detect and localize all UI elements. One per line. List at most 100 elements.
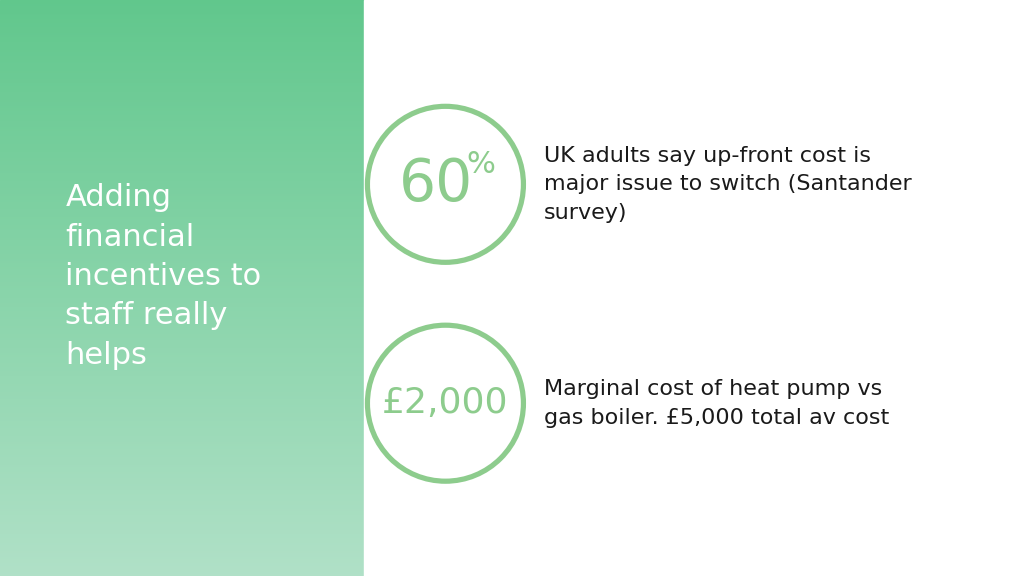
Bar xyxy=(0,295,364,298)
Bar xyxy=(0,502,364,505)
Bar xyxy=(0,364,364,367)
Bar xyxy=(0,217,364,219)
Bar xyxy=(0,5,364,7)
Bar xyxy=(0,318,364,321)
Bar xyxy=(0,393,364,396)
Bar xyxy=(0,38,364,40)
Bar xyxy=(0,184,364,186)
Bar xyxy=(0,168,364,171)
Bar xyxy=(0,259,364,261)
Bar xyxy=(0,55,364,58)
Bar xyxy=(0,11,364,13)
Bar xyxy=(0,537,364,540)
Text: Adding
financial
incentives to
staff really
helps: Adding financial incentives to staff rea… xyxy=(66,183,261,370)
Bar xyxy=(0,174,364,177)
Bar xyxy=(0,247,364,249)
Bar xyxy=(0,389,364,392)
Bar xyxy=(0,385,364,388)
Bar xyxy=(0,266,364,269)
Bar xyxy=(0,322,364,324)
Bar xyxy=(0,195,364,198)
Bar xyxy=(0,435,364,438)
Bar xyxy=(0,26,364,29)
Bar xyxy=(0,218,364,221)
Bar xyxy=(0,61,364,63)
Bar xyxy=(0,408,364,411)
Bar xyxy=(0,554,364,557)
Text: Marginal cost of heat pump vs
gas boiler. £5,000 total av cost: Marginal cost of heat pump vs gas boiler… xyxy=(544,379,889,427)
Bar xyxy=(0,228,364,230)
Bar xyxy=(0,30,364,33)
Bar xyxy=(0,201,364,203)
Bar xyxy=(0,21,364,23)
Bar xyxy=(0,449,364,451)
Bar xyxy=(0,13,364,16)
Bar xyxy=(0,380,364,382)
Bar xyxy=(0,343,364,346)
Bar xyxy=(0,533,364,536)
Bar xyxy=(0,53,364,56)
Bar xyxy=(0,268,364,271)
Bar xyxy=(0,70,364,73)
Bar xyxy=(0,548,364,551)
Bar xyxy=(0,276,364,278)
Bar xyxy=(0,368,364,370)
Bar xyxy=(0,65,364,67)
Bar xyxy=(0,86,364,88)
Bar xyxy=(0,213,364,215)
Bar xyxy=(0,143,364,146)
Bar xyxy=(0,36,364,39)
Bar xyxy=(0,326,364,328)
Bar xyxy=(0,270,364,272)
Bar xyxy=(0,358,364,361)
Bar xyxy=(0,453,364,455)
Bar xyxy=(0,528,364,530)
Bar xyxy=(0,78,364,81)
Bar xyxy=(0,124,364,127)
Bar xyxy=(0,478,364,480)
Bar xyxy=(0,341,364,344)
Bar xyxy=(0,234,364,236)
Bar xyxy=(0,17,364,19)
Bar xyxy=(0,194,364,196)
Bar xyxy=(0,249,364,252)
Bar xyxy=(0,59,364,62)
Bar xyxy=(0,338,364,340)
Bar xyxy=(0,253,364,255)
Bar xyxy=(0,260,364,263)
Bar xyxy=(0,226,364,229)
Bar xyxy=(0,188,364,190)
Bar xyxy=(0,237,364,240)
Bar xyxy=(0,51,364,54)
Bar xyxy=(0,80,364,82)
Bar xyxy=(0,243,364,246)
Bar xyxy=(0,362,364,365)
Bar xyxy=(0,139,364,142)
Bar xyxy=(0,571,364,574)
Bar xyxy=(0,524,364,526)
Bar xyxy=(0,495,364,497)
Bar xyxy=(0,126,364,128)
Bar xyxy=(0,574,364,576)
Bar xyxy=(0,320,364,323)
Bar xyxy=(0,103,364,105)
Bar xyxy=(0,161,364,163)
Bar xyxy=(0,568,364,570)
Bar xyxy=(0,491,364,494)
Bar xyxy=(0,220,364,223)
Bar xyxy=(0,306,364,309)
Bar xyxy=(0,531,364,534)
Bar xyxy=(0,562,364,564)
Bar xyxy=(0,570,364,572)
Bar xyxy=(0,180,364,183)
Bar xyxy=(0,282,364,284)
Bar xyxy=(0,101,364,104)
Bar xyxy=(0,433,364,436)
Bar xyxy=(0,412,364,415)
Bar xyxy=(0,138,364,140)
Bar xyxy=(0,324,364,327)
Bar xyxy=(0,230,364,232)
Bar xyxy=(0,418,364,420)
Bar xyxy=(0,485,364,488)
Bar xyxy=(0,473,364,476)
